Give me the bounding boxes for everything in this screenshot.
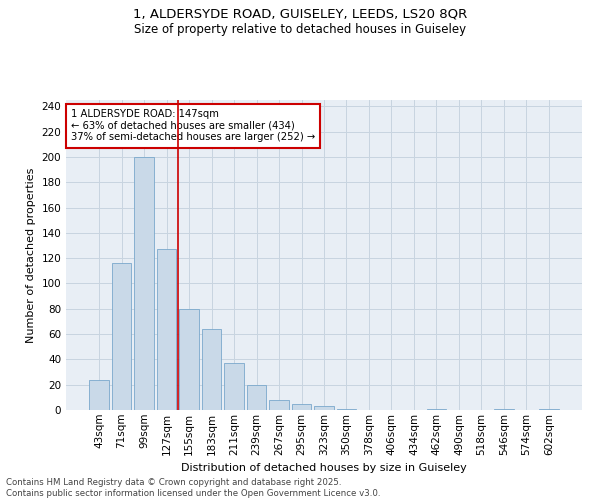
Text: Size of property relative to detached houses in Guiseley: Size of property relative to detached ho… <box>134 22 466 36</box>
Text: 1, ALDERSYDE ROAD, GUISELEY, LEEDS, LS20 8QR: 1, ALDERSYDE ROAD, GUISELEY, LEEDS, LS20… <box>133 8 467 20</box>
Text: Contains HM Land Registry data © Crown copyright and database right 2025.
Contai: Contains HM Land Registry data © Crown c… <box>6 478 380 498</box>
Bar <box>539 408 559 410</box>
Bar <box>269 400 289 410</box>
Bar <box>112 263 131 410</box>
Bar <box>427 408 446 410</box>
Text: 1 ALDERSYDE ROAD: 147sqm
← 63% of detached houses are smaller (434)
37% of semi-: 1 ALDERSYDE ROAD: 147sqm ← 63% of detach… <box>71 110 316 142</box>
Bar <box>89 380 109 410</box>
Bar <box>337 408 356 410</box>
Bar <box>179 309 199 410</box>
Bar <box>247 384 266 410</box>
Bar <box>292 404 311 410</box>
Bar <box>224 363 244 410</box>
Bar <box>314 406 334 410</box>
Y-axis label: Number of detached properties: Number of detached properties <box>26 168 36 342</box>
X-axis label: Distribution of detached houses by size in Guiseley: Distribution of detached houses by size … <box>181 463 467 473</box>
Bar <box>134 157 154 410</box>
Bar <box>157 250 176 410</box>
Bar <box>202 329 221 410</box>
Bar <box>494 408 514 410</box>
